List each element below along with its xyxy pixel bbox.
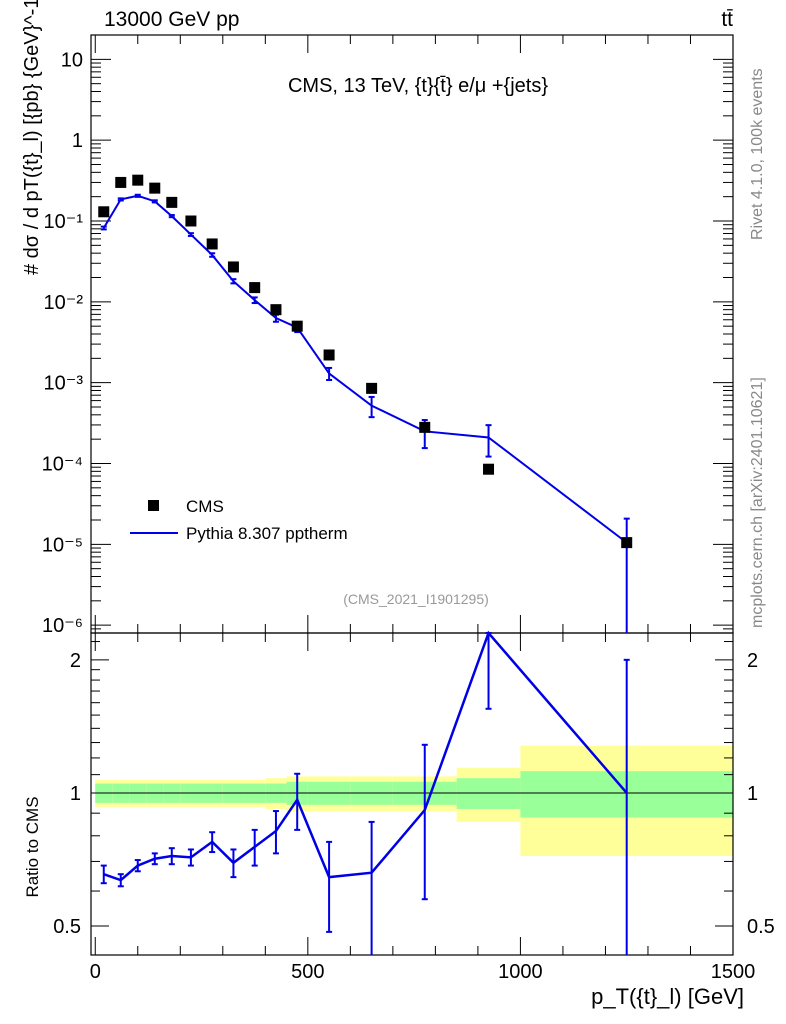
mc-ratio-line	[103, 630, 628, 882]
main-frame	[90, 34, 734, 634]
main-y-tick-label: 10⁻⁵	[42, 534, 83, 556]
data-point	[270, 304, 282, 316]
main-y-tick-label: 10⁻¹	[44, 211, 84, 233]
data-point	[185, 215, 197, 227]
data-point	[115, 176, 127, 188]
data-point	[227, 261, 239, 273]
x-tick-label: 1000	[498, 961, 543, 983]
data-point	[366, 382, 378, 394]
ratio-y-tick-label: 0.5	[53, 916, 81, 938]
main-y-tick-label: 1	[72, 130, 83, 152]
x-tick-label: 1500	[711, 961, 756, 983]
rivet-version-label: Rivet 4.1.0, 100k events	[749, 68, 766, 240]
main-y-axis-label: # dσ / d pT({t}_l) [{pb} {GeV}^-1]	[21, 0, 43, 275]
header-left: 13000 GeV pp	[104, 8, 239, 31]
main-y-tick-label: 10⁻⁶	[42, 615, 83, 637]
mc-main-line	[102, 194, 628, 544]
plot-annotation: CMS, 13 TeV, {t}{t̄} e/μ +{jets}	[288, 75, 548, 97]
mcplots-label: mcplots.cern.ch [arXiv:2401.10621]	[749, 377, 766, 628]
main-y-axis-label-text: # dσ / d pT({t}_l) [{pb} {GeV}^-1]	[21, 0, 43, 275]
data-main-series	[98, 174, 633, 549]
data-point	[419, 421, 431, 433]
ratio-y-tick-label-right: 1	[747, 783, 758, 805]
ratio-y-tick-label-right: 0.5	[747, 916, 775, 938]
mc-main-series	[100, 193, 630, 633]
ratio-bands	[95, 745, 733, 857]
main-y-tick-label: 10⁻³	[44, 373, 84, 395]
main-panel-frame	[90, 34, 734, 634]
ratio-y-tick-label: 2	[70, 650, 81, 672]
ratio-y-tick-label-right: 2	[747, 650, 758, 672]
ratio-y-axis-label: Ratio to CMS	[23, 796, 42, 897]
legend-mc-label: Pythia 8.307 pptherm	[186, 524, 348, 543]
x-tick-label: 500	[291, 961, 324, 983]
main-y-tick-label: 10⁻⁴	[42, 453, 83, 475]
data-point	[132, 174, 144, 186]
header-right: tt̄	[721, 8, 733, 31]
x-axis-label: p_T({t}_l) [GeV]	[591, 984, 744, 1009]
x-tick-label: 0	[90, 961, 101, 983]
analysis-reference: (CMS_2021_I1901295)	[343, 591, 489, 607]
ratio-panel-frame	[90, 632, 734, 956]
ratio-y-tick-label: 1	[70, 783, 81, 805]
legend-data-marker	[148, 500, 159, 511]
data-point	[323, 349, 335, 361]
legend: CMS Pythia 8.307 pptherm	[130, 497, 348, 543]
data-point	[249, 282, 261, 294]
legend-data-label: CMS	[186, 497, 224, 516]
band-inner	[456, 778, 521, 809]
main-y-tick-label: 10	[61, 49, 83, 71]
data-point	[166, 196, 178, 208]
data-point	[291, 320, 303, 332]
main-y-tick-label: 10⁻²	[44, 292, 84, 314]
data-point	[98, 206, 110, 218]
data-point	[206, 238, 218, 250]
mc-ratio-series	[100, 630, 630, 955]
data-point	[149, 182, 161, 194]
axis-ticks: 10⁻⁶ 10⁻⁵ 10⁻⁴ 10⁻³ 10⁻² 10⁻¹ 1 10 0 500 1000 1500 0…	[42, 34, 775, 983]
data-point	[483, 463, 495, 475]
ratio-frame	[90, 632, 734, 956]
data-point	[621, 537, 633, 549]
